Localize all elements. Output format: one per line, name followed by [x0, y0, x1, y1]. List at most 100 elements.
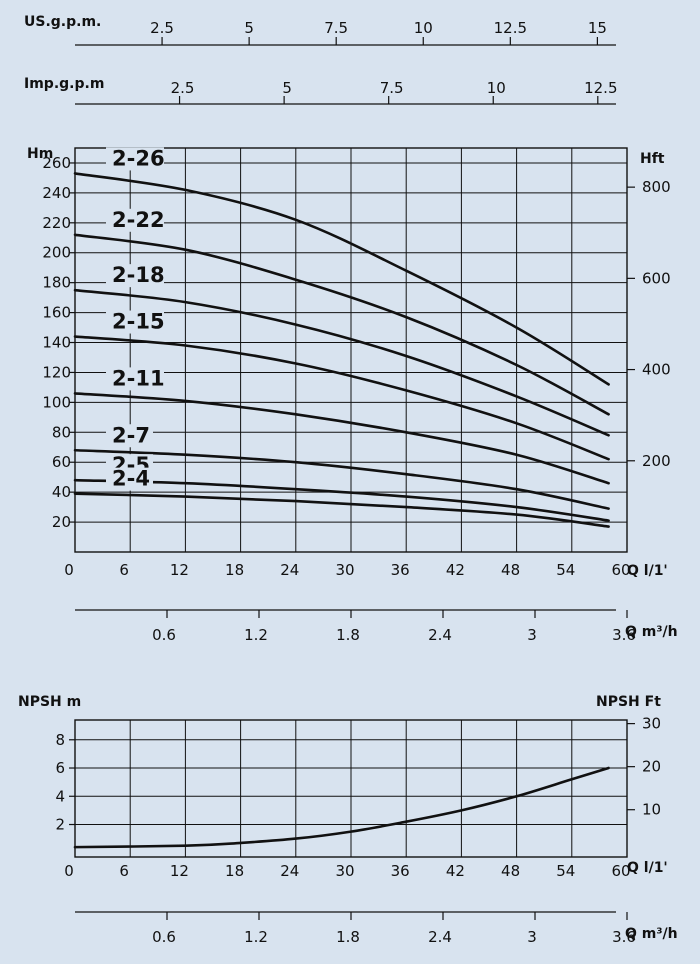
curve-label-bg: [106, 264, 164, 288]
h-ytick-right-label: 200: [642, 452, 671, 470]
h-m3h-tick-label: 3.6: [612, 626, 636, 644]
h-m3h-tick-label: 1.2: [244, 626, 268, 644]
us-gpm-tick-label: 12.5: [494, 19, 527, 37]
h-xtick-label: 0: [64, 561, 74, 579]
pump-curve-2-22: [73, 233, 610, 416]
h-xtick-label: 6: [119, 561, 129, 579]
h-xaxis-label: Q l/1': [627, 563, 668, 579]
h-ytick-label: 160: [42, 304, 71, 322]
n-xtick-label: 12: [170, 862, 189, 880]
curve-label-2-11: 2-11: [112, 366, 165, 390]
us-gpm-tick-label: 7.5: [324, 19, 348, 37]
h-ytick-label: 260: [42, 154, 71, 172]
curve-label-bg: [106, 424, 153, 448]
h-ytick-right-label: 600: [642, 269, 671, 287]
n-ytick-label: 2: [55, 816, 65, 834]
n-m3h-tick-label: 3: [527, 928, 537, 946]
grid-layer: [74, 147, 628, 858]
n-xtick-label: 0: [64, 862, 74, 880]
curve-label-bg: [106, 467, 153, 491]
curve-label-bg: [106, 310, 164, 334]
h-ytick-right-label: 800: [642, 178, 671, 196]
n-m3h-tick-label: 2.4: [428, 928, 452, 946]
n-m3h-tick-label: 3.6: [612, 928, 636, 946]
h-xtick-label: 48: [501, 561, 520, 579]
n-xtick-label: 48: [501, 862, 520, 880]
n-m3h-tick-label: 1.8: [336, 928, 360, 946]
h-m3h-axis-label: Q m³/h: [625, 624, 678, 640]
n-ytick-right-label: 30: [642, 715, 661, 733]
h-xtick-label: 18: [225, 561, 244, 579]
h-m3h-tick-label: 1.8: [336, 626, 360, 644]
h-plot-frame: [74, 147, 628, 553]
pump-curve-2-11: [73, 392, 610, 485]
pump-curve-2-5: [73, 478, 610, 522]
h-m3h-tick-label: 3: [527, 626, 537, 644]
us-gpm-label: US.g.p.m.: [24, 14, 101, 30]
pump-curve-2-18: [73, 288, 610, 437]
h-xtick-label: 42: [446, 561, 465, 579]
n-yaxis-right-label: NPSH Ft: [596, 694, 661, 710]
h-ytick-label: 20: [52, 513, 71, 531]
h-ytick-label: 200: [42, 244, 71, 262]
imp-gpm-tick-label: 10: [487, 79, 506, 97]
n-ytick-right-label: 10: [642, 801, 661, 819]
n-xtick-label: 6: [119, 862, 129, 880]
h-xtick-label: 12: [170, 561, 189, 579]
n-ytick-label: 6: [55, 759, 65, 777]
h-xtick-label: 30: [335, 561, 354, 579]
curve-label-2-15: 2-15: [112, 310, 165, 334]
n-xtick-label: 54: [556, 862, 575, 880]
curve-label-bg: [106, 147, 164, 171]
npsh-curve: [73, 766, 610, 849]
h-ytick-label: 80: [52, 423, 71, 441]
axes-layer: [69, 37, 635, 920]
n-xtick-label: 36: [391, 862, 410, 880]
n-m3h-axis-label: Q m³/h: [625, 926, 678, 942]
curve-label-bg: [106, 367, 164, 391]
h-xtick-label: 24: [280, 561, 299, 579]
h-ytick-label: 40: [52, 483, 71, 501]
n-xtick-label: 60: [611, 862, 630, 880]
n-xtick-label: 18: [225, 862, 244, 880]
h-ytick-label: 60: [52, 453, 71, 471]
h-yaxis-right-label: Hft: [640, 151, 665, 167]
pump-curve-2-7: [73, 448, 610, 510]
n-xtick-label: 24: [280, 862, 299, 880]
h-yaxis-label: Hm: [27, 146, 53, 162]
imp-gpm-tick-label: 2.5: [171, 79, 195, 97]
h-ytick-label: 220: [42, 214, 71, 232]
n-xtick-label: 42: [446, 862, 465, 880]
h-ytick-label: 240: [42, 184, 71, 202]
n-m3h-tick-label: 1.2: [244, 928, 268, 946]
curve-label-2-4: 2-4: [112, 467, 150, 491]
n-ytick-right-label: 20: [642, 758, 661, 776]
h-xtick-label: 54: [556, 561, 575, 579]
h-m3h-tick-label: 2.4: [428, 626, 452, 644]
imp-gpm-label: Imp.g.p.m: [24, 76, 104, 92]
series-layer: [73, 172, 610, 849]
h-ytick-label: 140: [42, 334, 71, 352]
h-ytick-label: 100: [42, 393, 71, 411]
h-ytick-label: 180: [42, 274, 71, 292]
n-xaxis-label: Q l/1': [627, 860, 668, 876]
h-xtick-label: 60: [611, 561, 630, 579]
curve-label-2-26: 2-26: [112, 146, 165, 170]
n-plot-frame: [74, 719, 628, 858]
text-layer: 20406080100120140160180200220240260Hm200…: [18, 14, 678, 946]
n-ytick-label: 8: [55, 731, 65, 749]
h-m3h-tick-label: 0.6: [152, 626, 176, 644]
curve-label-2-18: 2-18: [112, 263, 165, 287]
n-ytick-label: 4: [55, 787, 65, 805]
us-gpm-tick-label: 10: [414, 19, 433, 37]
pump-curve-2-26: [73, 172, 610, 386]
h-xtick-label: 36: [391, 561, 410, 579]
curve-label-2-22: 2-22: [112, 208, 165, 232]
n-xtick-label: 30: [335, 862, 354, 880]
us-gpm-tick-label: 15: [588, 19, 607, 37]
pump-curve-2-15: [73, 335, 610, 461]
pump-curve-2-4: [73, 492, 610, 528]
imp-gpm-tick-label: 12.5: [584, 79, 617, 97]
n-m3h-tick-label: 0.6: [152, 928, 176, 946]
